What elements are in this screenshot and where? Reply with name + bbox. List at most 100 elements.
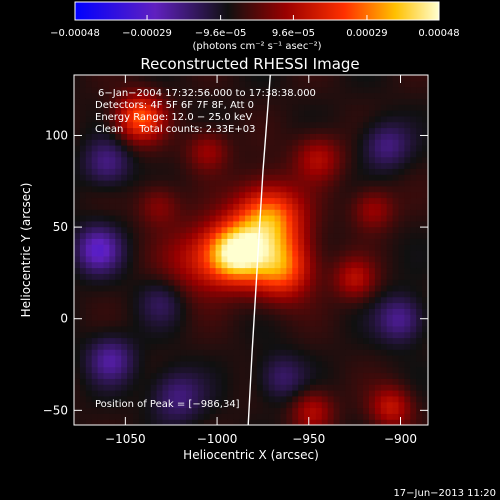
heatmap-cell [333, 325, 341, 333]
heatmap-cell [245, 390, 252, 397]
heatmap-cell [280, 92, 287, 99]
heatmap-cell [174, 296, 181, 304]
heatmap-cell [357, 180, 364, 187]
heatmap-cell [268, 162, 276, 169]
heatmap-cell [133, 244, 140, 251]
heatmap-cell [144, 349, 152, 356]
heatmap-cell [144, 267, 152, 274]
heatmap-cell [304, 220, 311, 228]
heatmap-cell [404, 372, 411, 379]
heatmap-cell [85, 180, 93, 187]
heatmap-cell [180, 302, 187, 309]
heatmap-cell [386, 110, 394, 117]
heatmap-cell [180, 98, 187, 105]
heatmap-cell [363, 331, 370, 339]
heatmap-cell [256, 360, 264, 368]
heatmap-cell [115, 232, 122, 239]
heatmap-cell [150, 191, 158, 199]
heatmap-cell [256, 390, 264, 397]
heatmap-cell [168, 325, 175, 333]
heatmap-cell [74, 419, 81, 425]
heatmap-cell [262, 244, 270, 251]
heatmap-cell [192, 197, 199, 204]
heatmap-cell [127, 92, 134, 99]
heatmap-cell [186, 98, 193, 105]
heatmap-cell [150, 419, 158, 425]
heatmap-cell [321, 372, 329, 379]
heatmap-cell [392, 238, 400, 245]
heatmap-cell [121, 75, 128, 82]
heatmap-cell [245, 267, 252, 274]
heatmap-cell [209, 226, 217, 234]
heatmap-cell [363, 407, 370, 414]
heatmap-cell [398, 86, 405, 94]
heatmap-cell [209, 156, 217, 164]
heatmap-cell [245, 395, 252, 403]
heatmap-cell [138, 162, 146, 169]
heatmap-cell [339, 75, 346, 82]
heatmap-cell [298, 226, 305, 234]
heatmap-cell [150, 133, 158, 140]
heatmap-cell [215, 384, 223, 391]
heatmap-cell [103, 209, 110, 216]
heatmap-cell [310, 261, 317, 269]
heatmap-cell [398, 261, 405, 269]
heatmap-cell [215, 285, 223, 292]
heatmap-cell [180, 180, 187, 187]
heatmap-cell [357, 191, 364, 199]
heatmap-cell [79, 191, 87, 199]
heatmap-cell [156, 121, 164, 129]
heatmap-cell [386, 337, 394, 344]
heatmap-cell [286, 92, 293, 99]
heatmap-cell [380, 360, 388, 368]
heatmap-cell [268, 197, 276, 204]
heatmap-cell [369, 378, 376, 385]
heatmap-cell [256, 401, 264, 409]
heatmap-cell [345, 255, 352, 263]
heatmap-cell [304, 267, 311, 274]
heatmap-cell [85, 302, 93, 309]
heatmap-cell [262, 401, 270, 409]
heatmap-cell [115, 121, 122, 129]
heatmap-cell [109, 150, 116, 158]
heatmap-cell [339, 104, 346, 111]
heatmap-cell [138, 133, 146, 140]
heatmap-cell [292, 279, 299, 286]
heatmap-cell [339, 150, 346, 158]
heatmap-cell [280, 372, 287, 379]
heatmap-cell [245, 343, 252, 350]
heatmap-cell [256, 115, 264, 123]
heatmap-cell [209, 285, 217, 292]
heatmap-cell [286, 168, 293, 175]
heatmap-cell [156, 104, 164, 111]
heatmap-cell [374, 98, 382, 105]
heatmap-cell [357, 150, 364, 158]
heatmap-cell [374, 325, 382, 333]
heatmap-cell [74, 191, 81, 199]
heatmap-cell [298, 384, 305, 391]
heatmap-cell [168, 267, 175, 274]
heatmap-cell [339, 384, 346, 391]
heatmap-cell [422, 203, 428, 210]
heatmap-cell [109, 261, 116, 269]
heatmap-cell [327, 279, 335, 286]
heatmap-cell [174, 168, 181, 175]
heatmap-cell [103, 285, 110, 292]
heatmap-cell [186, 150, 193, 158]
heatmap-cell [91, 390, 99, 397]
heatmap-cell [85, 320, 93, 327]
heatmap-cell [121, 168, 128, 175]
heatmap-cell [357, 296, 364, 304]
heatmap-cell [286, 366, 293, 374]
heatmap-cell [286, 127, 293, 134]
heatmap-cell [239, 308, 246, 315]
heatmap-cell [74, 314, 81, 321]
heatmap-cell [74, 197, 81, 204]
heatmap-cell [133, 407, 140, 414]
heatmap-cell [392, 121, 400, 129]
heatmap-cell [233, 209, 240, 216]
heatmap-cell [404, 75, 411, 82]
heatmap-cell [239, 215, 246, 222]
heatmap-cell [333, 209, 341, 216]
heatmap-cell [351, 250, 358, 257]
